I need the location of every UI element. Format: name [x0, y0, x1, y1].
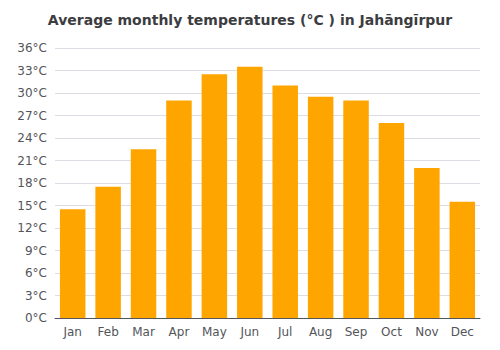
svg-text:12°C: 12°C	[17, 221, 47, 235]
svg-text:0°C: 0°C	[25, 311, 47, 325]
svg-text:30°C: 30°C	[17, 86, 47, 100]
svg-text:Nov: Nov	[415, 325, 438, 339]
svg-text:Jun: Jun	[239, 325, 259, 339]
svg-text:Jan: Jan	[62, 325, 82, 339]
svg-text:Apr: Apr	[169, 325, 190, 339]
svg-text:18°C: 18°C	[17, 176, 47, 190]
svg-text:3°C: 3°C	[25, 289, 47, 303]
svg-text:36°C: 36°C	[17, 41, 47, 55]
svg-text:Average monthly temperatures (: Average monthly temperatures (°C ) in Ja…	[48, 12, 452, 28]
svg-text:Mar: Mar	[132, 325, 155, 339]
svg-text:Feb: Feb	[98, 325, 119, 339]
svg-text:33°C: 33°C	[17, 64, 47, 78]
svg-text:Sep: Sep	[345, 325, 368, 339]
svg-text:6°C: 6°C	[25, 266, 47, 280]
svg-text:Jul: Jul	[277, 325, 292, 339]
svg-text:9°C: 9°C	[25, 244, 47, 258]
svg-text:15°C: 15°C	[17, 199, 47, 213]
svg-text:Oct: Oct	[381, 325, 402, 339]
svg-text:Dec: Dec	[451, 325, 474, 339]
svg-text:24°C: 24°C	[17, 131, 47, 145]
svg-text:21°C: 21°C	[17, 154, 47, 168]
svg-text:Aug: Aug	[309, 325, 332, 339]
svg-text:May: May	[202, 325, 227, 339]
svg-text:27°C: 27°C	[17, 109, 47, 123]
